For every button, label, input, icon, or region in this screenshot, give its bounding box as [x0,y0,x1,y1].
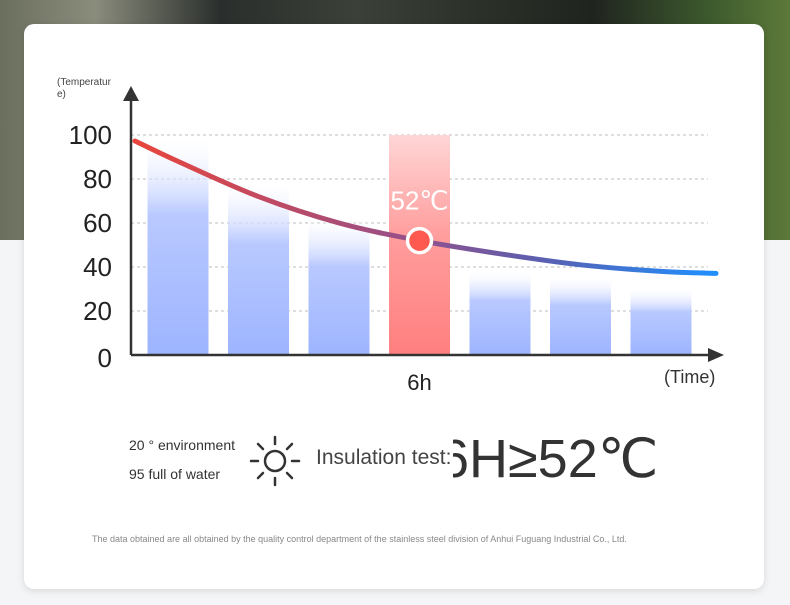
y-axis-arrow [123,86,139,101]
y-tick-label: 60 [83,208,112,238]
insulation-test-value-text: 6H≥52℃ [453,431,659,487]
environment-text: 20 ° environment [129,437,235,453]
y-tick-label: 100 [69,120,112,150]
bar [630,289,692,355]
y-tick-label: 0 [98,343,112,373]
y-tick-label: 40 [83,252,112,282]
highlight-label: 52℃ [390,186,448,216]
x-tick-label: 6h [407,370,431,395]
bar [147,139,209,355]
y-tick-label: 80 [83,164,112,194]
bar [469,271,531,355]
bar [228,183,289,355]
x-axis-arrow [708,348,724,362]
bar [308,218,370,355]
y-tick-label: 20 [83,296,112,326]
footnote: The data obtained are all obtained by th… [92,534,627,544]
x-axis-label: (Time) [664,367,716,387]
sun-icon [249,435,301,487]
insulation-test-value: 6H≥52℃ [453,431,683,487]
highlight-point [405,226,434,255]
bar [550,278,611,355]
insulation-test-label: Insulation test: [316,446,452,469]
water-text: 95 full of water [129,466,221,482]
y-axis-label: (Temperature) [57,77,111,100]
